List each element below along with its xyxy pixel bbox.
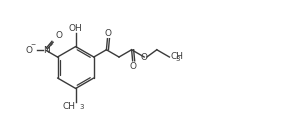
Text: −: − bbox=[31, 41, 36, 46]
Text: 3: 3 bbox=[79, 104, 84, 110]
Text: CH: CH bbox=[170, 52, 183, 61]
Text: O: O bbox=[104, 29, 111, 38]
Text: OH: OH bbox=[69, 24, 83, 33]
Text: O: O bbox=[129, 62, 136, 71]
Text: CH: CH bbox=[62, 102, 75, 111]
Text: 3: 3 bbox=[176, 56, 180, 62]
Text: N: N bbox=[43, 46, 49, 55]
Text: +: + bbox=[49, 42, 54, 47]
Text: O: O bbox=[26, 46, 33, 55]
Text: O: O bbox=[55, 31, 62, 40]
Text: O: O bbox=[141, 53, 148, 62]
